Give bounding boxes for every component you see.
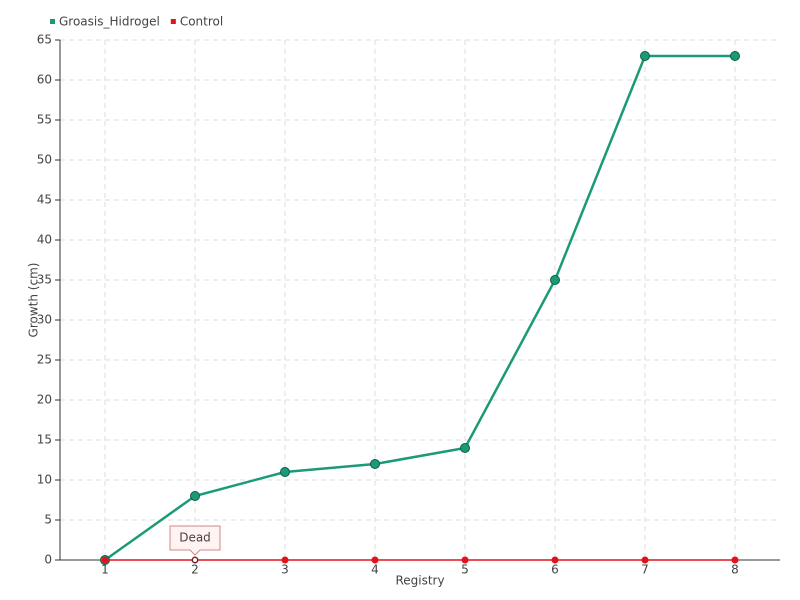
- x-tick-label: 5: [461, 563, 469, 577]
- y-tick-label: 5: [44, 513, 52, 527]
- data-point: [550, 275, 560, 285]
- annotation: Dead: [179, 531, 211, 545]
- legend-label: Control: [180, 15, 223, 29]
- y-tick-label: 45: [37, 193, 52, 207]
- y-tick-label: 65: [37, 33, 52, 47]
- y-tick-label: 55: [37, 113, 52, 127]
- x-axis-label: Registry: [395, 574, 444, 588]
- x-tick-label: 8: [731, 563, 739, 577]
- x-tick-label: 3: [281, 563, 289, 577]
- y-tick-label: 30: [37, 313, 52, 327]
- y-tick-label: 20: [37, 393, 52, 407]
- data-point: [370, 459, 380, 469]
- data-point: [460, 443, 470, 453]
- x-tick-label: 6: [551, 563, 559, 577]
- legend-label: Groasis_Hidrogel: [59, 15, 160, 29]
- y-tick-label: 25: [37, 353, 52, 367]
- y-tick-label: 35: [37, 273, 52, 287]
- y-tick-label: 10: [37, 473, 52, 487]
- annotation-box: [169, 525, 221, 556]
- data-point: [641, 556, 649, 564]
- data-point: [461, 556, 469, 564]
- y-tick-label: 40: [37, 233, 52, 247]
- data-point: [101, 556, 109, 564]
- x-tick-label: 7: [641, 563, 649, 577]
- x-tick-label: 2: [191, 563, 199, 577]
- x-tick-label: 1: [101, 563, 109, 577]
- y-axis-label: Growth (cm): [27, 263, 41, 338]
- y-tick-label: 60: [37, 73, 52, 87]
- legend-swatch: [170, 19, 176, 24]
- y-tick-label: 50: [37, 153, 52, 167]
- x-tick-label: 4: [371, 563, 379, 577]
- data-point: [281, 556, 289, 564]
- data-point: [551, 556, 559, 564]
- data-point: [371, 556, 379, 564]
- data-point: [731, 556, 739, 564]
- data-point: [280, 467, 290, 477]
- y-tick-label: 0: [44, 553, 52, 567]
- series-line: [104, 54, 735, 562]
- data-point: [730, 51, 740, 61]
- legend-swatch: [50, 19, 55, 24]
- data-point: [190, 491, 200, 501]
- y-tick-label: 15: [37, 433, 52, 447]
- annotation-marker: [192, 557, 198, 563]
- data-point: [640, 51, 650, 61]
